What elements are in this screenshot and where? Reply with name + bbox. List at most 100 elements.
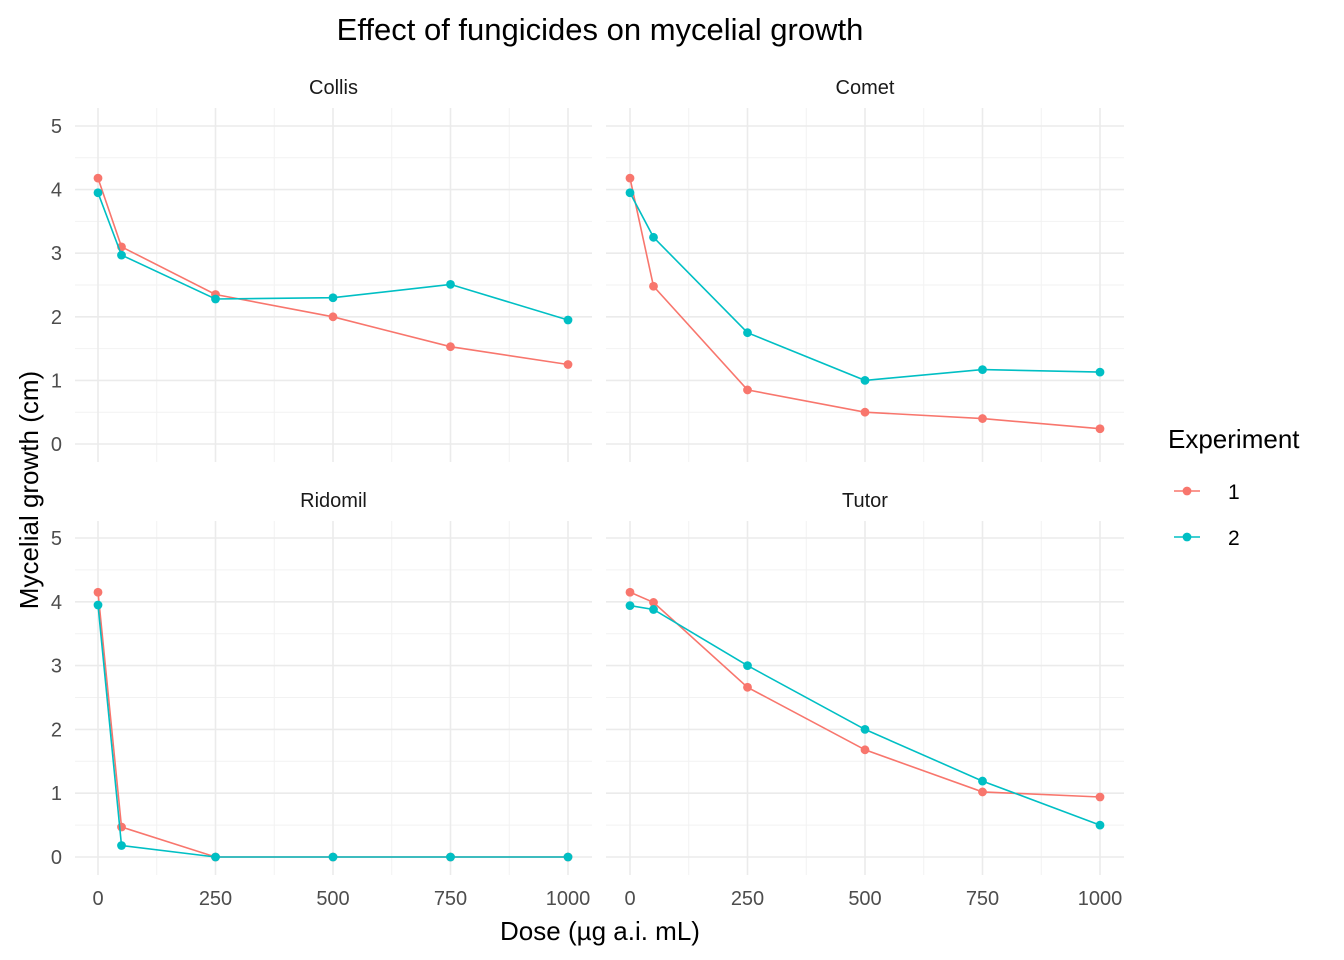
data-point — [328, 312, 338, 322]
y-tick-label: 4 — [51, 180, 62, 202]
data-point — [978, 365, 987, 374]
data-point — [625, 587, 635, 597]
legend-title: Experiment — [1168, 424, 1300, 454]
x-tick-label: 500 — [848, 888, 881, 910]
x-tick-label: 750 — [434, 888, 467, 910]
data-point — [446, 342, 455, 352]
data-point — [860, 725, 870, 734]
series-line — [97, 192, 569, 321]
legend-key-point — [1182, 532, 1192, 542]
facet-panels: Collis 0 1 2 3 4 5 Comet Ridomil 0 1 2 3 4 5 0 250 500 750… — [51, 77, 1124, 910]
data-point — [117, 250, 126, 260]
y-tick-label: 1 — [51, 783, 62, 805]
legend-entry-1: 1 — [1174, 481, 1240, 504]
legend-key-point — [1182, 486, 1192, 496]
x-tick-label: 750 — [966, 888, 999, 910]
data-point — [649, 605, 658, 614]
panel-label-comet: Comet — [836, 77, 895, 99]
data-point — [1095, 424, 1105, 434]
x-tick-label: 250 — [731, 888, 764, 910]
data-point — [743, 328, 752, 338]
series-2-comet — [625, 188, 1105, 385]
panel-collis: Collis 0 1 2 3 4 5 — [51, 77, 592, 462]
y-tick-label: 5 — [51, 528, 62, 550]
legend: Experiment 1 2 — [1168, 424, 1300, 550]
y-tick-label: 5 — [51, 116, 62, 138]
x-tick-label: 1000 — [546, 888, 591, 910]
data-point — [978, 776, 987, 786]
series-1-tutor — [625, 587, 1105, 802]
series-line — [629, 192, 1101, 382]
x-tick-label: 500 — [316, 888, 349, 910]
data-point — [625, 601, 635, 611]
data-point — [93, 173, 103, 183]
series-1-comet — [625, 173, 1105, 434]
y-axis-title: Mycelial growth (cm) — [14, 371, 44, 609]
x-tick-label: 250 — [199, 888, 232, 910]
data-point — [860, 376, 870, 385]
series-2-collis — [93, 188, 573, 325]
series-line — [97, 604, 568, 858]
x-tick-label: 0 — [624, 888, 635, 910]
grid-ridomil — [75, 521, 592, 875]
data-point — [978, 414, 987, 423]
data-point — [93, 600, 103, 610]
data-point — [1095, 367, 1105, 377]
data-point — [649, 232, 658, 242]
data-point — [743, 682, 752, 692]
series-line — [97, 177, 569, 366]
panel-label-ridomil: Ridomil — [300, 490, 367, 512]
data-point — [625, 188, 635, 198]
data-point — [860, 745, 870, 755]
y-tick-label: 0 — [51, 847, 62, 869]
y-tick-label: 3 — [51, 243, 62, 265]
data-point — [743, 661, 752, 670]
series-1-collis — [93, 173, 573, 369]
legend-label: 2 — [1228, 527, 1240, 550]
data-point — [93, 188, 103, 198]
grid-tutor — [606, 521, 1124, 875]
legend-label: 1 — [1228, 481, 1240, 504]
series-line — [629, 178, 1101, 430]
data-point — [117, 822, 126, 832]
y-tick-label: 4 — [51, 592, 62, 614]
data-point — [563, 852, 573, 862]
panel-tutor: Tutor 0 250 500 750 1000 — [606, 490, 1124, 910]
grid-comet — [606, 108, 1124, 462]
y-tick-label: 1 — [51, 370, 62, 392]
y-tick-label: 2 — [51, 307, 62, 329]
panel-comet: Comet — [606, 77, 1124, 462]
data-point — [446, 279, 455, 289]
grid-collis — [75, 108, 592, 462]
data-point — [649, 598, 658, 607]
data-point — [649, 281, 658, 291]
y-tick-label: 3 — [51, 656, 62, 678]
panel-ridomil: Ridomil 0 1 2 3 4 5 0 250 500 750 1000 — [51, 490, 592, 910]
data-point — [978, 787, 987, 797]
x-tick-label: 1000 — [1078, 888, 1123, 910]
data-point — [860, 407, 870, 417]
data-point — [625, 173, 635, 183]
series-2-tutor — [625, 601, 1105, 830]
data-point — [328, 293, 338, 303]
data-point — [93, 587, 103, 597]
data-point — [446, 852, 455, 862]
y-tick-label: 2 — [51, 719, 62, 741]
chart-title: Effect of fungicides on mycelial growth — [337, 12, 864, 47]
data-point — [743, 385, 752, 395]
data-point — [211, 294, 220, 304]
data-point — [211, 852, 220, 862]
x-tick-label: 0 — [92, 888, 103, 910]
panel-label-tutor: Tutor — [842, 490, 888, 512]
series-2-ridomil — [93, 600, 573, 862]
y-tick-label: 0 — [51, 434, 62, 456]
data-point — [563, 315, 573, 325]
legend-entry-2: 2 — [1174, 527, 1240, 550]
data-point — [563, 360, 573, 369]
data-point — [328, 852, 338, 862]
data-point — [1095, 820, 1105, 830]
data-point — [1095, 792, 1105, 802]
data-point — [117, 841, 126, 850]
panel-label-collis: Collis — [309, 77, 358, 99]
